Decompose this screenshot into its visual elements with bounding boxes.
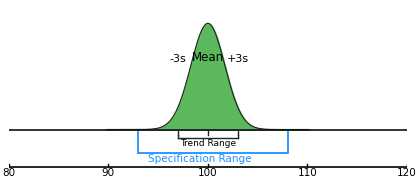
Text: 100: 100: [198, 168, 217, 178]
Bar: [138, 130, 287, 153]
Text: Specification Range: Specification Range: [148, 154, 251, 165]
Text: 80: 80: [2, 168, 15, 178]
Text: +3s: +3s: [227, 54, 249, 64]
Text: 120: 120: [397, 168, 417, 178]
Text: 110: 110: [297, 168, 317, 178]
Text: -3s: -3s: [170, 54, 186, 64]
Text: Trend Range: Trend Range: [180, 139, 236, 148]
Text: Mean: Mean: [192, 51, 224, 64]
Text: 90: 90: [102, 168, 115, 178]
